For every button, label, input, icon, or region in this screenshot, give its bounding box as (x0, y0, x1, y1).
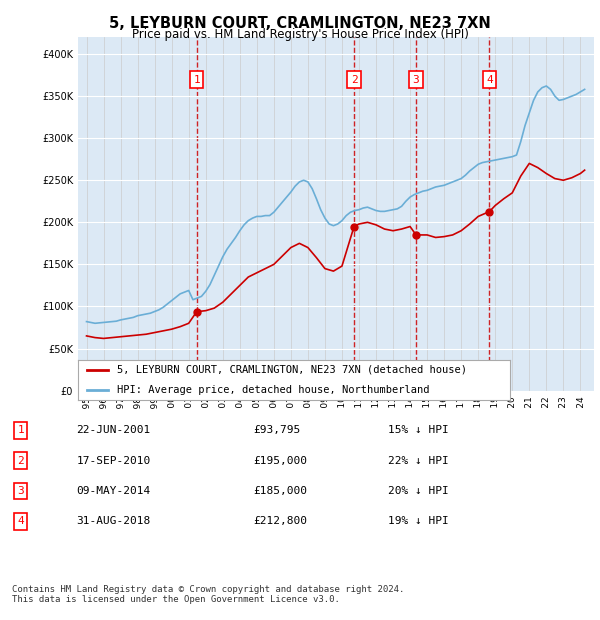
Text: 17-SEP-2010: 17-SEP-2010 (77, 456, 151, 466)
Text: Contains HM Land Registry data © Crown copyright and database right 2024.
This d: Contains HM Land Registry data © Crown c… (12, 585, 404, 604)
Text: £185,000: £185,000 (253, 486, 307, 496)
Text: 09-MAY-2014: 09-MAY-2014 (77, 486, 151, 496)
Text: 1: 1 (17, 425, 24, 435)
Text: 5, LEYBURN COURT, CRAMLINGTON, NE23 7XN (detached house): 5, LEYBURN COURT, CRAMLINGTON, NE23 7XN … (117, 365, 467, 374)
Text: 20% ↓ HPI: 20% ↓ HPI (388, 486, 449, 496)
Text: 19% ↓ HPI: 19% ↓ HPI (388, 516, 449, 526)
Text: 31-AUG-2018: 31-AUG-2018 (77, 516, 151, 526)
Text: 15% ↓ HPI: 15% ↓ HPI (388, 425, 449, 435)
Text: 4: 4 (17, 516, 24, 526)
Text: 1: 1 (193, 74, 200, 84)
Text: 22-JUN-2001: 22-JUN-2001 (77, 425, 151, 435)
Text: 3: 3 (413, 74, 419, 84)
Text: 22% ↓ HPI: 22% ↓ HPI (388, 456, 449, 466)
Text: 3: 3 (17, 486, 24, 496)
Text: 2: 2 (17, 456, 24, 466)
Text: 2: 2 (350, 74, 358, 84)
Text: £93,795: £93,795 (253, 425, 300, 435)
Text: £212,800: £212,800 (253, 516, 307, 526)
Text: 5, LEYBURN COURT, CRAMLINGTON, NE23 7XN: 5, LEYBURN COURT, CRAMLINGTON, NE23 7XN (109, 16, 491, 30)
Text: £195,000: £195,000 (253, 456, 307, 466)
Text: 4: 4 (486, 74, 493, 84)
Text: Price paid vs. HM Land Registry's House Price Index (HPI): Price paid vs. HM Land Registry's House … (131, 28, 469, 41)
Text: HPI: Average price, detached house, Northumberland: HPI: Average price, detached house, Nort… (117, 385, 430, 395)
